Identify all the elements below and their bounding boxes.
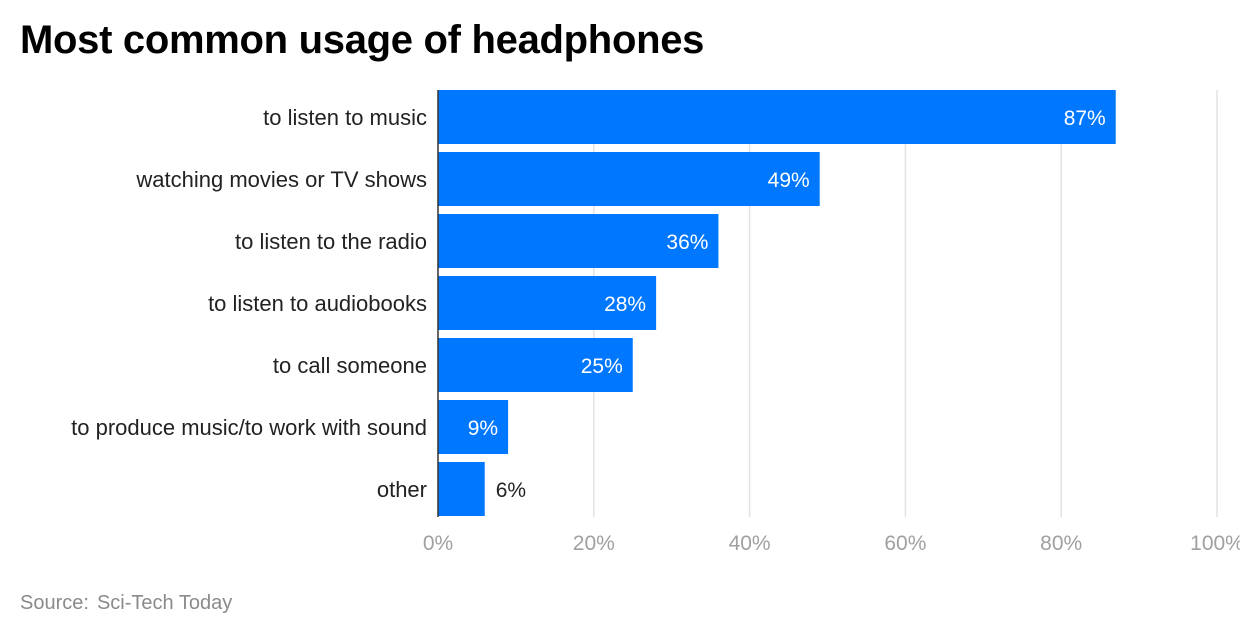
data-label: 9% xyxy=(468,417,498,440)
category-label: to call someone xyxy=(273,353,427,378)
x-tick-label: 20% xyxy=(573,532,615,555)
value-labels: 87% 49% 36% 28% 25% 9% 6% xyxy=(468,107,1106,502)
data-label: 25% xyxy=(581,355,623,378)
data-label: 6% xyxy=(496,479,526,502)
x-tick-label: 0% xyxy=(423,532,453,555)
x-tick-label: 60% xyxy=(884,532,926,555)
category-label: to produce music/to work with sound xyxy=(71,415,427,440)
bar xyxy=(438,400,509,454)
x-tick-label: 80% xyxy=(1040,532,1082,555)
source-name: Sci-Tech Today xyxy=(96,592,233,614)
bar xyxy=(438,214,719,268)
data-label: 49% xyxy=(768,169,810,192)
category-label: to listen to audiobooks xyxy=(208,291,427,316)
data-label: 36% xyxy=(666,231,708,254)
category-label: to listen to music xyxy=(263,105,427,130)
category-labels: to listen to music watching movies or TV … xyxy=(71,105,427,502)
bar xyxy=(438,462,485,516)
x-tick-label: 100% xyxy=(1190,532,1240,555)
x-axis-ticks: 0% 20% 40% 60% 80% 100% xyxy=(423,532,1240,555)
category-label: watching movies or TV shows xyxy=(135,167,427,192)
chart-title: Most common usage of headphones xyxy=(20,18,705,62)
bars xyxy=(438,90,1116,516)
category-label: other xyxy=(377,477,427,502)
x-tick-label: 40% xyxy=(729,532,771,555)
data-label: 87% xyxy=(1064,107,1106,130)
source-label: Source: xyxy=(20,592,89,614)
category-label: to listen to the radio xyxy=(235,229,427,254)
bar xyxy=(438,338,633,392)
bar xyxy=(438,90,1116,144)
bar xyxy=(438,152,820,206)
bar xyxy=(438,276,657,330)
data-label: 28% xyxy=(604,293,646,316)
bar-chart: to listen to music watching movies or TV … xyxy=(71,90,1240,555)
source-note: Source: Sci-Tech Today xyxy=(20,592,232,615)
